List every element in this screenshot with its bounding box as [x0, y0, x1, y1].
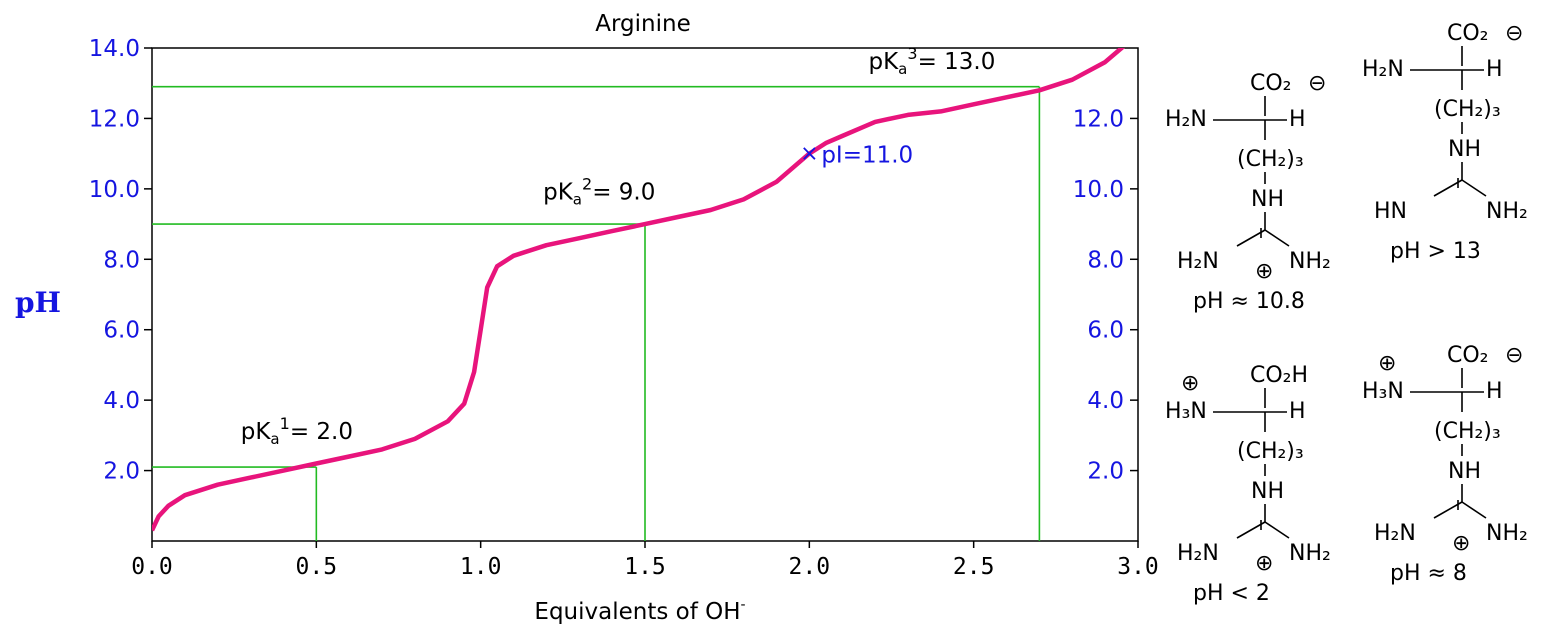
y-tick-label-right: 8.0	[1087, 247, 1124, 273]
pi-marker: ×	[800, 142, 818, 167]
x-tick-label: 0.5	[296, 554, 338, 580]
guanidino-right-n: NH₂	[1289, 541, 1331, 566]
y-tick-label: 10.0	[89, 177, 140, 203]
carboxylate-charge: ⊖	[1505, 343, 1523, 368]
nh-group: NH	[1448, 137, 1481, 162]
alpha-hydrogen: H	[1486, 379, 1503, 404]
pka-label: pKa3= 13.0	[868, 44, 995, 78]
structure-ph-caption: pH ≈ 10.8	[1193, 289, 1305, 314]
amine-group: H₃N	[1165, 399, 1207, 424]
y-tick-label: 12.0	[89, 106, 140, 132]
x-axis-ticks: 0.0 0.5 1.0 1.5 2.0 2.5 3.0	[131, 541, 1159, 580]
pka-guide-lines	[152, 85, 1041, 541]
y-tick-label: 8.0	[103, 247, 140, 273]
titration-curve-line	[152, 48, 1126, 532]
pi-label: pI=11.0	[821, 143, 913, 169]
carboxyl-group: CO₂	[1447, 21, 1489, 46]
alpha-hydrogen: H	[1289, 107, 1306, 132]
bond-line	[1461, 179, 1487, 197]
nh-group: NH	[1448, 459, 1481, 484]
structure-ph-caption: pH < 2	[1193, 581, 1270, 606]
guanidino-right-n: NH₂	[1486, 199, 1528, 224]
amine-group: H₂N	[1165, 107, 1207, 132]
guanidinium-charge: ⊕	[1255, 551, 1273, 576]
structure-ph-caption: pH > 13	[1390, 239, 1481, 264]
y-tick-label: 14.0	[89, 36, 140, 62]
y-tick-label-right: 6.0	[1087, 318, 1124, 344]
guanidino-left-n: H₂N	[1177, 249, 1219, 274]
carboxyl-group: CO₂H	[1250, 363, 1308, 388]
y-tick-label: 4.0	[103, 388, 140, 414]
structure-panel: CO₂ ⊖ H₂N H (CH₂)₃ NH H₂N NH₂ ⊕ pH ≈ 10.8 CO₂ ⊖ H₂N H…	[1165, 21, 1528, 606]
x-tick-label: 0.0	[131, 554, 173, 580]
x-tick-label: 3.0	[1117, 554, 1159, 580]
x-tick-label: 2.0	[789, 554, 831, 580]
x-tick-label: 2.5	[953, 554, 995, 580]
chart-title: Arginine	[595, 11, 690, 37]
x-tick-label: 1.5	[624, 554, 666, 580]
y-tick-label-right: 2.0	[1087, 459, 1124, 485]
x-axis-label: Equivalents of OH-	[534, 597, 745, 625]
side-chain: (CH₂)₃	[1434, 419, 1501, 444]
bond-line	[1264, 229, 1290, 247]
side-chain: (CH₂)₃	[1237, 439, 1304, 464]
structure-ph-caption: pH ≈ 8	[1390, 561, 1467, 586]
guanidino-right-n: NH₂	[1486, 521, 1528, 546]
pka-annotations: pKa1= 2.0 pKa2= 9.0 pKa3= 13.0	[241, 44, 996, 448]
x-tick-label: 1.0	[460, 554, 502, 580]
bond-line	[1264, 521, 1290, 539]
guanidino-left-n: H₂N	[1177, 541, 1219, 566]
y-tick-label-right: 10.0	[1073, 177, 1124, 203]
carboxyl-group: CO₂	[1250, 71, 1292, 96]
structure-arginine: CO₂ ⊖ ⊕ H₃N H (CH₂)₃ NH H₂N NH₂ ⊕ pH ≈ 8	[1362, 343, 1528, 586]
nh-group: NH	[1251, 187, 1284, 212]
amine-group: H₂N	[1362, 57, 1404, 82]
x-axis-label-sup: -	[741, 597, 746, 613]
amine-charge: ⊕	[1181, 371, 1199, 396]
structure-arginine: CO₂H ⊕ H₃N H (CH₂)₃ NH H₂N NH₂ ⊕ pH < 2	[1165, 363, 1331, 606]
structure-arginine: CO₂ ⊖ H₂N H (CH₂)₃ NH H₂N NH₂ ⊕ pH ≈ 10.8	[1165, 71, 1331, 314]
carboxyl-group: CO₂	[1447, 343, 1489, 368]
guanidinium-charge: ⊕	[1452, 531, 1470, 556]
guanidino-right-n: NH₂	[1289, 249, 1331, 274]
guanidinium-charge: ⊕	[1255, 259, 1273, 284]
side-chain: (CH₂)₃	[1434, 97, 1501, 122]
pi-annotation: × pI=11.0	[800, 142, 913, 169]
carboxylate-charge: ⊖	[1308, 71, 1326, 96]
alpha-hydrogen: H	[1486, 57, 1503, 82]
titration-curve	[152, 48, 1126, 532]
nh-group: NH	[1251, 479, 1284, 504]
y-tick-label-right: 12.0	[1073, 106, 1124, 132]
y-tick-label: 6.0	[103, 318, 140, 344]
carboxylate-charge: ⊖	[1505, 21, 1523, 46]
guanidino-left-n: HN	[1374, 199, 1407, 224]
bond-line	[1461, 501, 1487, 519]
amine-group: H₃N	[1362, 379, 1404, 404]
side-chain: (CH₂)₃	[1237, 147, 1304, 172]
pka-label: pKa1= 2.0	[241, 414, 353, 448]
pka-label: pKa2= 9.0	[543, 174, 655, 208]
y-axis-label: pH	[15, 286, 61, 319]
amine-charge: ⊕	[1378, 351, 1396, 376]
y-axis-ticks-left: 2.0 4.0 6.0 8.0 10.0 12.0 14.0	[89, 36, 152, 485]
x-axis-label-text: Equivalents of OH	[534, 599, 740, 625]
guanidino-left-n: H₂N	[1374, 521, 1416, 546]
y-axis-ticks-right: 2.0 4.0 6.0 8.0 10.0 12.0	[1073, 106, 1138, 485]
y-tick-label-right: 4.0	[1087, 388, 1124, 414]
y-tick-label: 2.0	[103, 459, 140, 485]
alpha-hydrogen: H	[1289, 399, 1306, 424]
